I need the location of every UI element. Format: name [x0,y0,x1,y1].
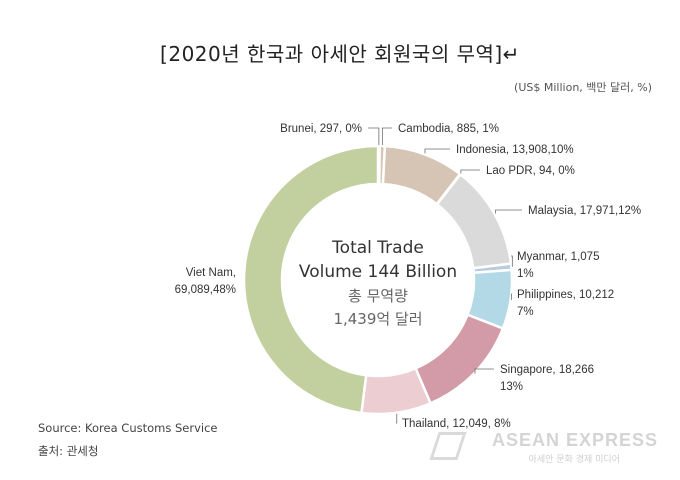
leader-line-cambodia [381,127,392,146]
source-english: Source: Korea Customs Service [38,421,218,435]
slice-labels: Brunei, 297, 0% Cambodia, 885, 1% Indonesi… [175,123,642,430]
watermark-name: ASEAN EXPRESS [491,430,658,450]
slice-label-brunei: Brunei, 297, 0% [280,123,362,135]
slice-label-line: Cambodia, 885, 1% [398,123,499,135]
leader-line-malaysia [495,209,522,214]
leader-line-myanmar [511,255,513,267]
center-line-total-trade: Total Trade [331,238,424,258]
slice-label-line: 7% [517,306,534,318]
slice-label-singapore: Singapore, 18,266 13% [500,364,594,393]
slice-label-line: Lao PDR, 94, 0% [486,165,575,177]
center-line-ko-total: 총 무역량 [348,287,408,305]
leader-line-thailand [396,413,398,424]
slice-label-line: 13% [500,381,523,393]
slice-label-line: Myanmar, 1,075 [517,251,599,263]
slice-malaysia [435,172,513,270]
source-korean: 출처: 관세청 [38,444,99,458]
slice-label-line: Philippines, 10,212 [517,289,614,301]
slice-label-line: 1% [517,268,534,280]
center-label: Total Trade Volume 144 Billion 총 무역량 1,4… [299,238,457,328]
slice-label-line: Thailand, 12,049, 8% [402,418,511,430]
slice-label-line: Brunei, 297, 0% [280,123,362,135]
leader-line-philippines [511,293,512,300]
slice-label-indonesia: Indonesia, 13,908,10% [456,144,574,156]
leader-line-indonesia [424,148,450,154]
leader-line-lao [460,169,480,174]
center-line-volume: Volume 144 Billion [299,262,457,282]
slice-label-thailand: Thailand, 12,049, 8% [402,418,511,430]
chart-title: [2020년 한국과 아세안 회원국의 무역]↵ [160,42,520,66]
center-line-ko-amount: 1,439억 달러 [333,310,422,328]
slice-label-lao: Lao PDR, 94, 0% [486,165,575,177]
leader-line-brunei [368,127,380,146]
slice-label-myanmar: Myanmar, 1,075 1% [517,251,599,280]
slice-label-malaysia: Malaysia, 17,971,12% [528,205,641,217]
watermark-logo: ASEAN EXPRESS 아세안 문화 경제 미디어 [428,430,658,465]
slice-label-philippines: Philippines, 10,212 7% [517,289,614,318]
leader-line-singapore [474,368,494,374]
watermark-subtitle: 아세안 문화 경제 미디어 [528,455,620,465]
slice-label-line: Indonesia, 13,908,10% [456,144,574,156]
slice-label-line: Malaysia, 17,971,12% [528,205,641,217]
slice-label-line: Singapore, 18,266 [500,364,594,376]
slice-label-vietnam: Viet Nam, 69,089,48% [175,267,236,296]
slice-vietnam [242,144,380,415]
slice-label-line: 69,089,48% [175,284,236,296]
donut-slices [242,144,514,416]
unit-note: (US$ Million, 백만 달러, %) [514,81,652,94]
slice-label-line: Viet Nam, [186,267,236,279]
slice-label-cambodia: Cambodia, 885, 1% [398,123,499,135]
slice-singapore [413,313,505,405]
label-leader-lines [368,127,522,424]
